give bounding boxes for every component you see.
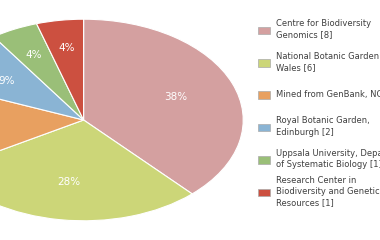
FancyBboxPatch shape <box>258 124 271 132</box>
Wedge shape <box>36 19 84 120</box>
Text: Research Center in
Biodiversity and Genetic
Resources [1]: Research Center in Biodiversity and Gene… <box>276 176 380 207</box>
FancyBboxPatch shape <box>258 189 271 196</box>
FancyBboxPatch shape <box>258 91 271 99</box>
Wedge shape <box>0 37 84 120</box>
Wedge shape <box>84 19 243 194</box>
Text: Royal Botanic Garden,
Edinburgh [2]: Royal Botanic Garden, Edinburgh [2] <box>276 116 370 137</box>
Text: 4%: 4% <box>58 43 75 53</box>
Wedge shape <box>0 24 84 120</box>
Text: Mined from GenBank, NCBI [3]: Mined from GenBank, NCBI [3] <box>276 90 380 99</box>
FancyBboxPatch shape <box>258 27 271 34</box>
Wedge shape <box>0 83 84 170</box>
Wedge shape <box>0 120 192 221</box>
Text: Centre for Biodiversity
Genomics [8]: Centre for Biodiversity Genomics [8] <box>276 19 371 39</box>
FancyBboxPatch shape <box>258 156 271 164</box>
Text: National Botanic Garden of
Wales [6]: National Botanic Garden of Wales [6] <box>276 52 380 72</box>
Text: 38%: 38% <box>164 92 187 102</box>
Text: Uppsala University, Department
of Systematic Biology [1]: Uppsala University, Department of System… <box>276 149 380 169</box>
Text: 28%: 28% <box>57 177 81 187</box>
Text: 9%: 9% <box>0 76 14 86</box>
Text: 4%: 4% <box>25 50 42 60</box>
FancyBboxPatch shape <box>258 59 271 66</box>
